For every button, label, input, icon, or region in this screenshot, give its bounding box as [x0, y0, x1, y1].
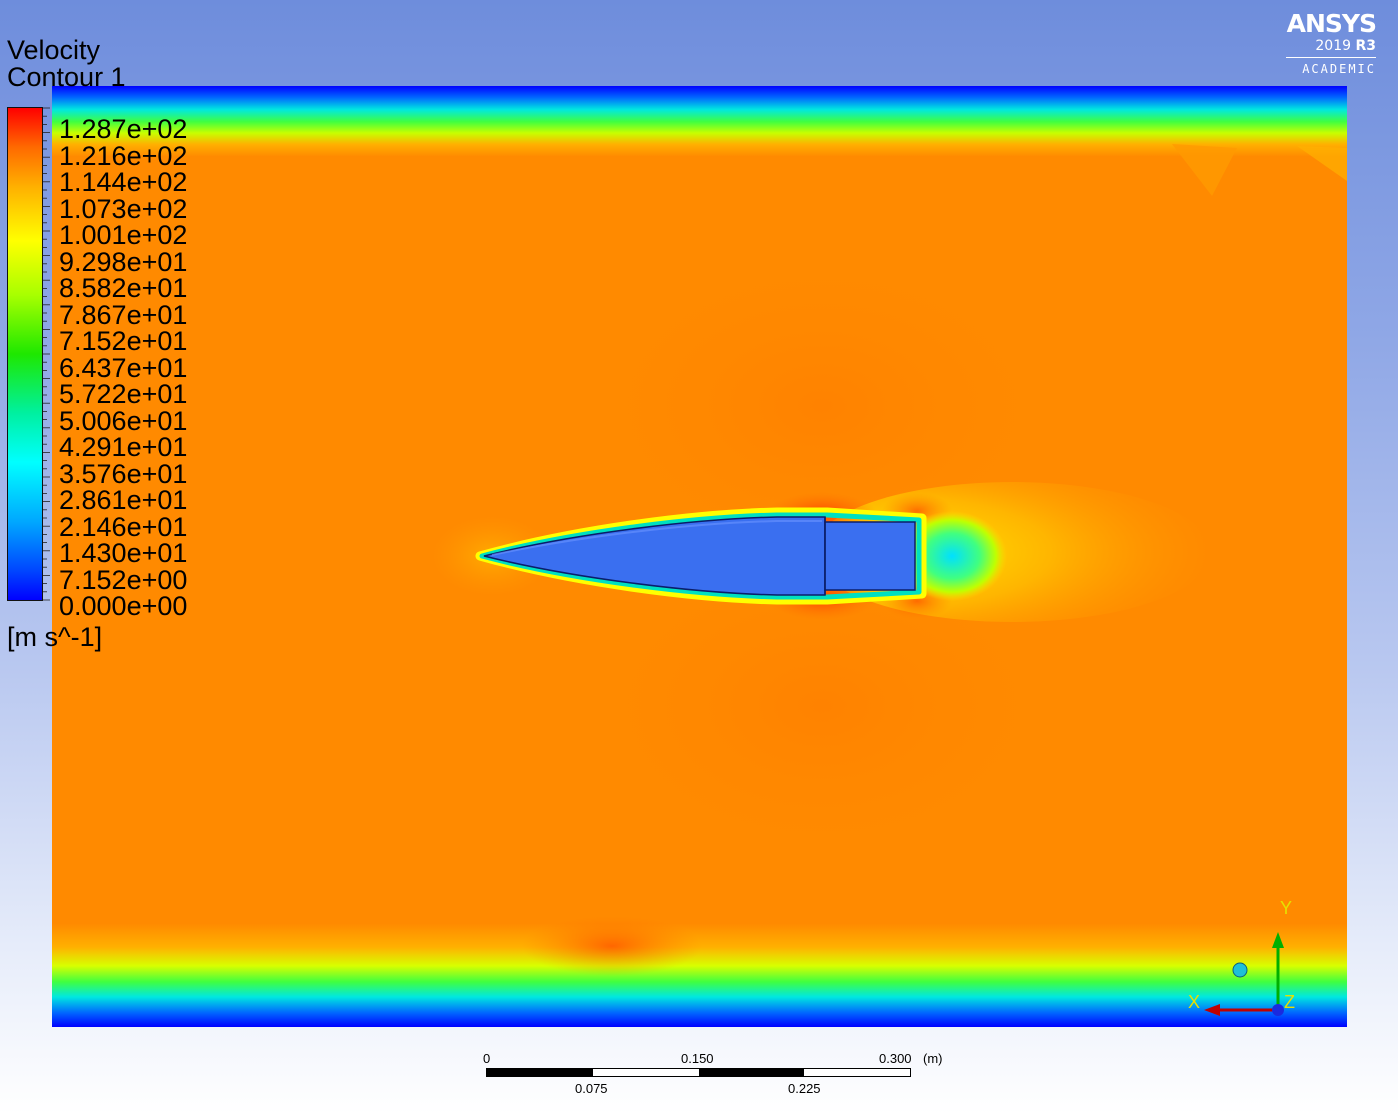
- scale-bar: [486, 1068, 911, 1077]
- logo-brand: ANSYS: [1286, 9, 1377, 38]
- projectile-highlight: [491, 520, 822, 556]
- logo-release: R3: [1355, 37, 1376, 54]
- logo-year: 2019: [1315, 37, 1352, 54]
- legend-title-variable: Velocity: [7, 35, 101, 65]
- scale-label-0: 0: [483, 1051, 491, 1066]
- scale-label-0150: 0.150: [681, 1051, 714, 1066]
- legend-label: 1.287e+02: [59, 114, 188, 144]
- scale-segment-1: [487, 1069, 593, 1076]
- scale-segment-2: [592, 1069, 699, 1076]
- legend-label: 5.006e+01: [59, 405, 188, 436]
- scale-unit: (m): [923, 1051, 943, 1066]
- legend-label: 9.298e+01: [59, 246, 188, 277]
- legend-label: 5.722e+01: [59, 379, 188, 409]
- legend-label: 1.001e+02: [59, 220, 188, 250]
- scale-segment-3: [698, 1069, 805, 1076]
- legend-label: 2.146e+01: [59, 511, 188, 542]
- logo-version: 2019 R3: [1286, 38, 1376, 55]
- legend-label: 8.582e+01: [59, 273, 188, 303]
- logo-edition: ACADEMIC: [1302, 62, 1376, 77]
- legend-label: 4.291e+01: [59, 432, 188, 462]
- legend-label: 1.216e+02: [59, 140, 188, 171]
- logo-divider: [1286, 57, 1376, 59]
- legend-label: 0.000e+00: [59, 591, 188, 621]
- legend-label: 7.152e+01: [59, 326, 188, 356]
- legend-label: 7.867e+01: [59, 299, 188, 330]
- legend-label: 1.430e+01: [59, 538, 188, 568]
- top-wall-notch: [1172, 144, 1237, 196]
- axis-y-label: Y: [1280, 898, 1292, 918]
- axis-triad[interactable]: Y X Z: [1188, 898, 1295, 1016]
- legend-label: 2.861e+01: [59, 485, 188, 515]
- legend-unit: [m s^-1]: [7, 622, 103, 652]
- ansys-logo: ANSYS 2019 R3 ACADEMIC: [1286, 9, 1377, 77]
- legend-label: 7.152e+00: [59, 564, 188, 595]
- pressure-region-lower: [562, 536, 1082, 876]
- scale-label-0075: 0.075: [575, 1081, 608, 1096]
- scale-segment-4: [804, 1069, 910, 1076]
- body-boundary-layer-inner: [479, 512, 922, 600]
- top-wall-dip: [1297, 146, 1347, 181]
- projectile-boattail: [824, 521, 916, 591]
- legend-ticks: [43, 107, 50, 601]
- axis-x-label: X: [1188, 992, 1200, 1012]
- legend-label: 3.576e+01: [59, 458, 188, 489]
- scale-label-0225: 0.225: [788, 1081, 821, 1096]
- scale-label-0300: 0.300: [879, 1051, 912, 1066]
- low-wall-hotspot: [522, 916, 702, 976]
- legend-label: 6.437e+01: [59, 352, 188, 383]
- legend-label: 1.073e+02: [59, 193, 188, 224]
- legend-color-bar[interactable]: [7, 107, 43, 601]
- axis-z-label: Z: [1284, 992, 1295, 1012]
- legend-title-contour: Contour 1: [7, 62, 126, 92]
- velocity-contour-plot[interactable]: Y X Z: [52, 86, 1347, 1027]
- legend-label: 1.144e+02: [59, 167, 188, 197]
